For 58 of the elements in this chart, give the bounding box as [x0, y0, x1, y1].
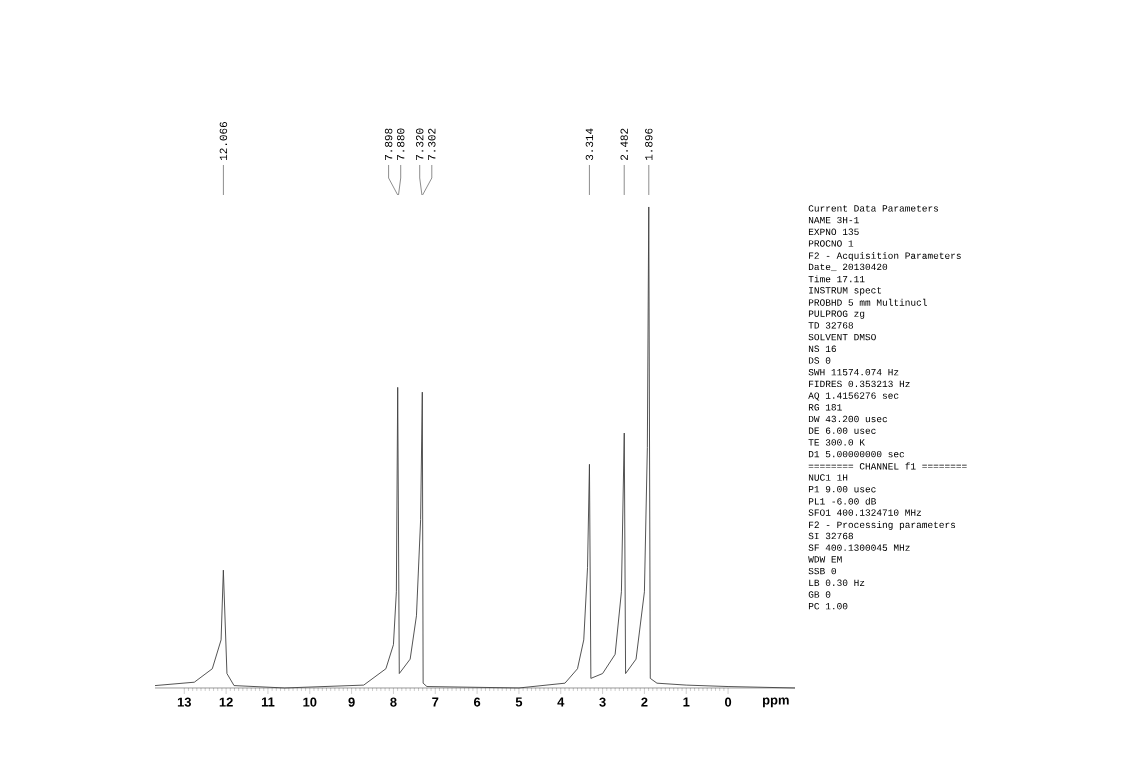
text: NUC1 1H: [808, 474, 848, 481]
x-tick-label: 1: [683, 697, 690, 707]
x-tick-label: 9: [348, 697, 355, 707]
text: AQ 1.4156276 sec: [808, 392, 899, 401]
text: Date_ 20130420: [808, 263, 888, 272]
annotation: 7.320: [415, 128, 424, 160]
text: LB 0.30 Hz: [809, 579, 865, 587]
text: SSB 0: [808, 567, 837, 575]
text: F2 - Acquisition Parameters: [809, 251, 961, 261]
text: WDW EM: [808, 556, 842, 563]
text: PC 1.00: [808, 602, 848, 610]
annotation: 3.314: [585, 128, 594, 161]
x-tick-label: 3: [599, 697, 606, 707]
text: Time 17.11: [808, 275, 865, 283]
x-tick-label: 12: [219, 697, 233, 707]
annotation: 7.898: [384, 128, 393, 160]
x-tick-label: 11: [261, 697, 275, 707]
x-tick-label: 8: [390, 697, 397, 707]
text: RG 181: [808, 404, 842, 411]
annotation: 2.482: [620, 128, 628, 161]
text: PL1 -6.00 dB: [808, 497, 876, 505]
text: SOLVENT DMSO: [808, 333, 876, 341]
text: PROCNO 1: [808, 240, 854, 247]
x-tick-label: 2: [641, 697, 648, 707]
x-axis-title: ppm: [762, 697, 789, 708]
text: PULPROG zg: [808, 310, 865, 319]
text: GB 0: [808, 591, 831, 598]
annotation: 12.066: [219, 122, 228, 160]
x-tick-label: 4: [557, 697, 565, 707]
text: SFO1 400.1324710 MHz: [808, 509, 922, 516]
text: DE 6.00 usec: [808, 427, 876, 434]
text: EXPNO 135: [808, 228, 859, 236]
annotation: 7.880: [396, 128, 405, 160]
text: Current Data Parameters: [808, 205, 939, 212]
x-tick-label: 5: [515, 697, 523, 707]
annotation: 7.302: [428, 128, 436, 160]
x-tick-label: 13: [177, 697, 192, 707]
text: SWH 11574.074 Hz: [808, 368, 899, 376]
text: SF 400.1300045 MHz: [808, 544, 910, 551]
text: TD 32768: [808, 322, 854, 329]
annotation: 1.896: [645, 128, 653, 160]
text: SI 32768: [808, 532, 854, 540]
x-tick-label: 6: [473, 697, 481, 707]
text: NS 16: [808, 345, 836, 353]
text: P1 9.00 usec: [808, 485, 876, 493]
text: PROBHD 5 mm Multinucl: [808, 298, 927, 306]
x-tick-label: 7: [432, 697, 439, 707]
text: NAME 3H-1: [808, 216, 859, 224]
text: D1 5.00000000 sec: [808, 450, 905, 458]
text: ======== CHANNEL f1 ========: [808, 462, 967, 470]
text: DW 43.200 usec: [808, 415, 888, 423]
text: F2 - Processing parameters: [809, 521, 956, 530]
text: FIDRES 0.353213 Hz: [809, 380, 910, 388]
x-tick-label: 0: [724, 697, 732, 707]
text: INSTRUM spect: [809, 287, 882, 296]
text: DS 0: [808, 357, 831, 364]
text: TE 300.0 K: [808, 439, 865, 446]
x-tick-label: 10: [303, 697, 317, 707]
